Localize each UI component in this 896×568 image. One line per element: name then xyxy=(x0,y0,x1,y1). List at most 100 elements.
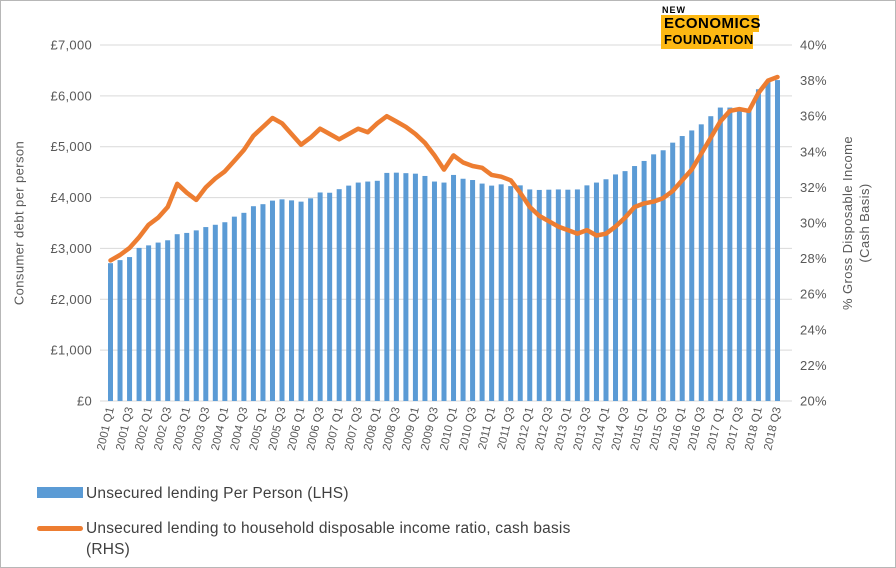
right-tick-label: 34% xyxy=(800,144,827,159)
x-tick-label: 2004 Q3 xyxy=(229,406,251,452)
x-tick-label: 2016 Q3 xyxy=(686,406,708,452)
x-tick-label: 2001 Q3 xyxy=(114,406,136,452)
legend-line-label-line1: Unsecured lending to household disposabl… xyxy=(86,520,571,537)
bar xyxy=(622,171,628,401)
bar xyxy=(470,180,476,401)
bar xyxy=(755,89,761,401)
x-tick-label: 2006 Q1 xyxy=(286,406,308,452)
bar xyxy=(298,201,304,401)
x-tick-label: 2002 Q1 xyxy=(133,406,155,452)
bar xyxy=(422,175,428,401)
x-tick-label: 2009 Q1 xyxy=(400,406,422,452)
x-tick-label: 2009 Q3 xyxy=(419,406,441,452)
x-tick-label: 2004 Q1 xyxy=(210,406,232,452)
bar xyxy=(346,185,352,401)
left-tick-label: £2,000 xyxy=(50,292,92,307)
bar xyxy=(412,173,418,401)
bar xyxy=(184,232,190,401)
bar xyxy=(660,150,666,401)
right-axis-ticks: 40% 38% 36% 34% 32% 30% 28% 26% 24% 22% 20% xyxy=(800,38,827,409)
bar xyxy=(193,230,199,401)
right-tick-label: 26% xyxy=(800,287,827,302)
x-tick-label: 2018 Q3 xyxy=(762,406,784,452)
bar xyxy=(136,247,142,401)
bar xyxy=(289,200,295,401)
bar xyxy=(584,185,590,401)
bar xyxy=(269,200,275,401)
left-tick-label: £3,000 xyxy=(50,241,92,256)
bar xyxy=(498,184,504,401)
bar xyxy=(451,174,457,401)
right-tick-label: 40% xyxy=(800,38,827,53)
bar xyxy=(203,227,209,401)
legend-bars-label: Unsecured lending Per Person (LHS) xyxy=(86,485,349,502)
bar xyxy=(241,212,247,401)
bar xyxy=(460,178,466,401)
x-tick-label: 2005 Q3 xyxy=(267,406,289,452)
bar xyxy=(308,198,314,401)
bar xyxy=(613,174,619,401)
x-tick-label: 2002 Q3 xyxy=(152,406,174,452)
left-axis-ticks: £7,000 £6,000 £5,000 £4,000 £3,000 £2,000 £1,0… xyxy=(50,38,92,409)
right-axis-title-line1: % Gross Disposable Income xyxy=(840,136,855,311)
bar xyxy=(231,216,237,401)
bar xyxy=(689,130,695,401)
left-tick-label: £0 xyxy=(77,394,92,409)
bar xyxy=(117,260,123,401)
bar xyxy=(279,199,285,401)
left-tick-label: £5,000 xyxy=(50,139,92,154)
right-tick-label: 28% xyxy=(800,251,827,266)
legend-item-bars: Unsecured lending Per Person (LHS) xyxy=(37,483,837,504)
x-tick-label: 2005 Q1 xyxy=(248,406,270,452)
bar xyxy=(527,189,533,401)
x-tick-label: 2007 Q1 xyxy=(324,406,346,452)
bar xyxy=(212,224,218,401)
x-tick-label: 2011 Q1 xyxy=(477,406,498,451)
right-tick-label: 20% xyxy=(800,394,827,409)
bar xyxy=(555,189,561,401)
chart-legend: Unsecured lending Per Person (LHS) Unsec… xyxy=(37,483,837,567)
bar xyxy=(603,179,609,401)
right-axis-title-line2: (Cash Basis) xyxy=(857,183,872,263)
legend-line-label: Unsecured lending to household disposabl… xyxy=(86,518,571,560)
bar xyxy=(165,240,171,401)
bar xyxy=(174,234,180,401)
x-tick-label: 2018 Q1 xyxy=(743,406,765,452)
left-tick-label: £4,000 xyxy=(50,190,92,205)
left-tick-label: £7,000 xyxy=(50,38,92,53)
bar-series-swatch-icon xyxy=(37,487,83,498)
right-tick-label: 38% xyxy=(800,73,827,88)
x-tick-label: 2012 Q3 xyxy=(534,406,556,452)
bar xyxy=(317,192,323,401)
right-tick-label: 36% xyxy=(800,109,827,124)
left-tick-label: £6,000 xyxy=(50,88,92,103)
bar xyxy=(536,189,542,401)
bar xyxy=(632,166,638,401)
bar xyxy=(365,181,371,401)
bar xyxy=(508,186,514,401)
x-tick-label: 2007 Q3 xyxy=(343,406,365,452)
x-tick-label: 2012 Q1 xyxy=(515,406,537,452)
bar xyxy=(403,173,409,401)
bar xyxy=(593,182,599,401)
bar xyxy=(708,116,714,401)
nef-logo-new: NEW xyxy=(662,5,686,15)
x-tick-label: 2010 Q1 xyxy=(438,406,460,452)
bar xyxy=(441,182,447,401)
x-tick-label: 2006 Q3 xyxy=(305,406,327,452)
x-tick-label: 2008 Q1 xyxy=(362,406,384,452)
ratio-line xyxy=(108,74,780,263)
bar xyxy=(384,172,390,401)
bar xyxy=(746,109,752,401)
x-tick-label: 2014 Q1 xyxy=(591,406,613,452)
bar xyxy=(736,110,742,402)
chart-plot: £7,000 £6,000 £5,000 £4,000 £3,000 £2,000 £1,0… xyxy=(50,38,827,452)
x-tick-label: 2016 Q1 xyxy=(667,406,689,452)
x-tick-label: 2013 Q1 xyxy=(553,406,575,452)
legend-item-line: Unsecured lending to household disposabl… xyxy=(37,518,837,560)
x-tick-label: 2003 Q3 xyxy=(191,406,213,452)
left-tick-label: £1,000 xyxy=(50,343,92,358)
bar xyxy=(565,189,571,401)
